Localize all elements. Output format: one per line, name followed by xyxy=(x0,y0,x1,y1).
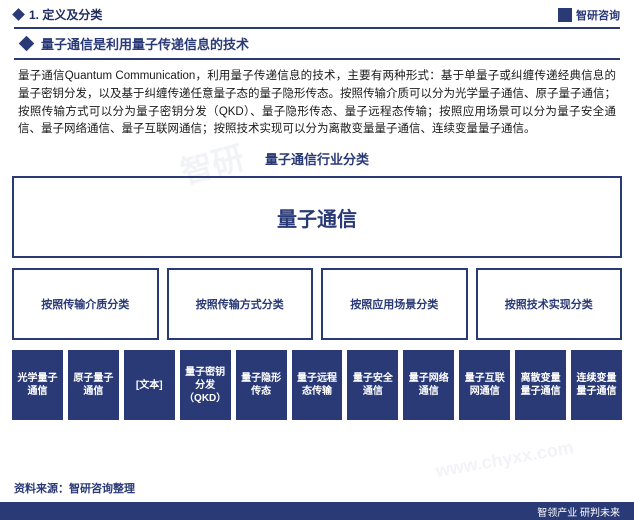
level3-node: 光学量子通信 xyxy=(12,350,63,420)
level3-node: 原子量子通信 xyxy=(68,350,119,420)
chart-root-node: 量子通信 xyxy=(12,176,622,258)
level3-node: 量子互联网通信 xyxy=(459,350,510,420)
brand-icon xyxy=(558,8,572,22)
level2-node: 按照传输方式分类 xyxy=(167,268,314,340)
level3-node: 量子网络通信 xyxy=(403,350,454,420)
chart-level2-row: 按照传输介质分类 按照传输方式分类 按照应用场景分类 按照技术实现分类 xyxy=(12,268,622,340)
level3-node: [文本] xyxy=(124,350,175,420)
section-number-text: 1. 定义及分类 xyxy=(29,6,102,23)
diamond-icon xyxy=(12,8,25,21)
subtitle-text: 量子通信是利用量子传递信息的技术 xyxy=(41,34,249,53)
chart-title: 量子通信行业分类 xyxy=(0,149,634,168)
body-paragraph: 量子通信Quantum Communication，利用量子传递信息的技术，主要… xyxy=(0,68,634,139)
level2-node: 按照应用场景分类 xyxy=(321,268,468,340)
level2-node: 按照传输介质分类 xyxy=(12,268,159,340)
level3-node: 量子密钥分发（QKD） xyxy=(180,350,231,420)
section-number: 1. 定义及分类 xyxy=(14,6,102,23)
chart-level3-row: 光学量子通信 原子量子通信 [文本] 量子密钥分发（QKD） 量子隐形传态 量子… xyxy=(12,350,622,420)
footer-bar: 智领产业 研判未来 xyxy=(0,502,634,520)
level2-node: 按照技术实现分类 xyxy=(476,268,623,340)
source-text: 资料来源：智研咨询整理 xyxy=(14,480,135,496)
level3-node: 离散变量量子通信 xyxy=(515,350,566,420)
level3-node: 量子安全通信 xyxy=(347,350,398,420)
brand: 智研咨询 xyxy=(558,7,620,23)
watermark-url: www.chyxx.com xyxy=(434,437,575,482)
header-row: 1. 定义及分类 智研咨询 xyxy=(0,0,634,27)
level3-node: 量子隐形传态 xyxy=(236,350,287,420)
footer-text: 智领产业 研判未来 xyxy=(537,504,620,519)
diamond-icon xyxy=(19,36,35,52)
subtitle-bar: 量子通信是利用量子传递信息的技术 xyxy=(14,27,620,60)
level3-node: 量子远程态传输 xyxy=(292,350,343,420)
brand-name: 智研咨询 xyxy=(576,7,620,23)
level3-node: 连续变量量子通信 xyxy=(571,350,622,420)
classification-chart: 量子通信 按照传输介质分类 按照传输方式分类 按照应用场景分类 按照技术实现分类… xyxy=(0,176,634,420)
